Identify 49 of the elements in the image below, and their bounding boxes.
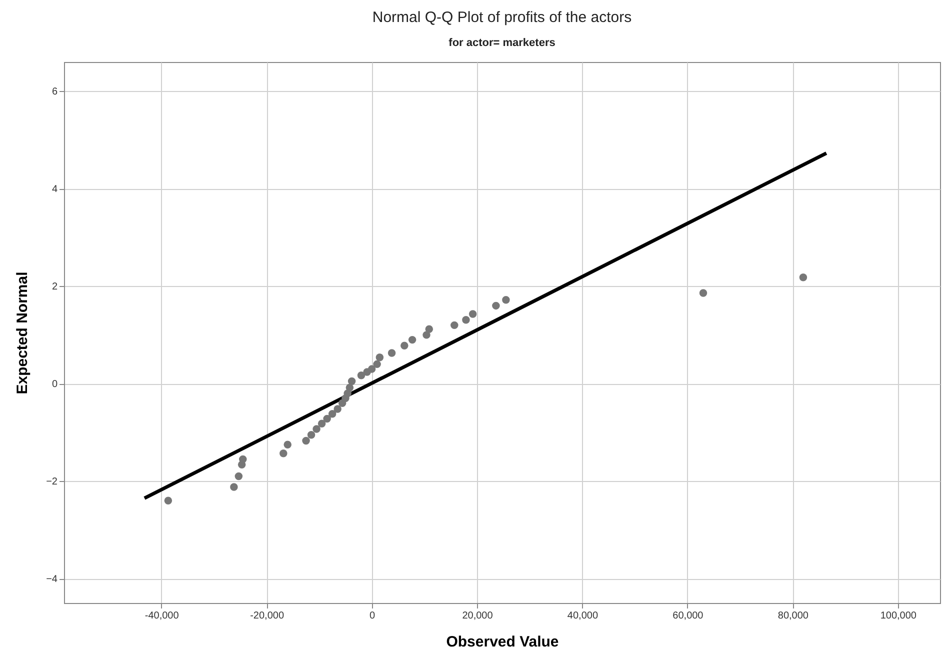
point [346,384,354,392]
point [400,342,408,350]
point [307,430,316,439]
x-tick-label: 100,000 [880,610,917,622]
point [699,289,708,297]
x-tick-label: 60,000 [672,610,704,622]
y-tick-label: 2 [52,282,58,293]
point [280,450,288,458]
point [492,302,500,310]
point [357,372,366,380]
y-tick-label: −4 [46,574,58,586]
point [230,483,238,491]
point [468,310,477,318]
y-tick-label: 4 [52,184,58,196]
point [450,321,458,330]
x-tick-label: -20,000 [250,610,284,622]
point [376,353,384,362]
x-tick-label: -40,000 [144,610,180,622]
y-tick-label: −2 [46,476,58,488]
point [318,420,326,428]
x-tick-label: 20,000 [462,610,494,622]
chart-subtitle: for actor= marketers [448,37,556,49]
y-axis-title: Expected Normal [14,272,32,394]
point [425,325,434,333]
point [408,336,416,344]
chart-title: Normal Q-Q Plot of profits of the actors [372,9,632,26]
point [422,331,430,339]
point [312,425,320,433]
point [799,274,808,282]
point [462,316,470,324]
point [234,472,243,480]
point [328,410,336,418]
point [502,296,510,304]
point [334,405,342,413]
x-tick-label: 40,000 [567,610,598,622]
x-axis-title: Observed Value [446,634,559,650]
y-tick-label: 0 [52,379,58,390]
point [373,360,381,368]
point [164,496,172,505]
point [348,377,356,386]
x-tick-label: 80,000 [778,610,809,622]
point [284,440,292,448]
point [239,455,247,464]
x-tick-label: 0 [370,610,376,622]
point [388,349,396,357]
point [323,414,331,423]
point [302,436,310,445]
y-tick-label: 6 [52,86,58,98]
point [368,365,376,373]
